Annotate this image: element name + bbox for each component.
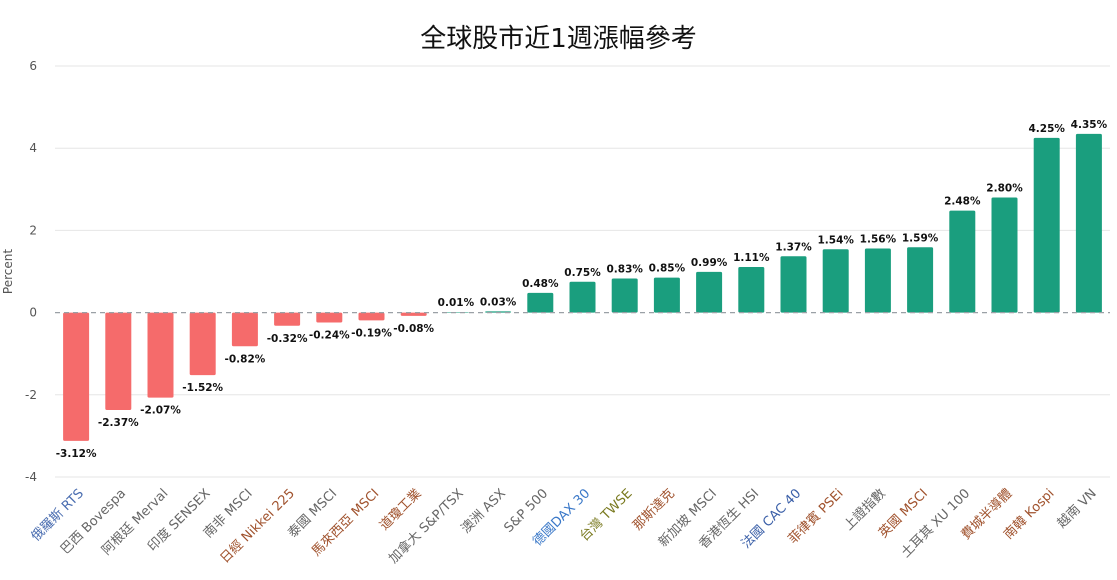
x-category-label: 澳洲 ASX — [458, 485, 509, 536]
bar — [864, 248, 891, 313]
data-label: 0.75% — [564, 267, 601, 279]
bar — [400, 312, 427, 316]
data-label: 1.37% — [775, 241, 812, 253]
y-tick-label: 6 — [29, 59, 37, 73]
x-category-label: 日經 Nikkei 225 — [218, 486, 298, 566]
y-tick-label: -2 — [25, 388, 37, 402]
data-label: 0.99% — [691, 257, 728, 269]
data-label: 0.85% — [649, 263, 686, 275]
bar — [949, 210, 976, 313]
chart-title: 全球股市近1週漲幅參考 — [420, 24, 697, 54]
data-label: 1.56% — [860, 233, 897, 245]
bar — [780, 256, 807, 313]
bar — [147, 312, 174, 398]
data-label: -2.37% — [98, 417, 139, 429]
data-label: -0.19% — [351, 327, 392, 339]
data-label: 0.48% — [522, 278, 559, 290]
data-label: 2.80% — [986, 183, 1023, 195]
data-label: 0.03% — [480, 296, 517, 308]
bar — [274, 312, 301, 326]
bar — [653, 277, 680, 313]
bar — [63, 312, 90, 441]
bar — [738, 266, 765, 313]
bar — [569, 281, 596, 313]
data-label: 0.83% — [606, 263, 643, 275]
y-tick-label: 4 — [29, 141, 37, 155]
bar — [991, 197, 1018, 313]
data-label: 4.25% — [1028, 123, 1065, 135]
data-label: -1.52% — [182, 382, 223, 394]
data-label: 1.59% — [902, 232, 939, 244]
x-category-label: 加拿大 S&P/TSX — [386, 485, 467, 566]
y-tick-label: -4 — [25, 470, 37, 484]
data-label: 2.48% — [944, 196, 981, 208]
bar — [907, 247, 934, 313]
bar — [1033, 137, 1060, 313]
bar — [316, 312, 343, 323]
data-label: 4.35% — [1071, 119, 1108, 131]
data-label: 1.54% — [817, 234, 854, 246]
bar — [189, 312, 216, 376]
bar — [611, 278, 638, 313]
data-label: -0.08% — [393, 323, 434, 335]
bar — [358, 312, 385, 321]
data-label: -0.82% — [225, 353, 266, 365]
data-label: 1.11% — [733, 252, 770, 264]
bar — [231, 312, 258, 347]
y-tick-label: 2 — [29, 223, 37, 237]
y-axis-label: Percent — [1, 249, 15, 294]
data-label: -3.12% — [56, 448, 97, 460]
data-label: 0.01% — [438, 297, 475, 309]
y-tick-label: 0 — [29, 306, 37, 320]
data-label: -0.24% — [309, 329, 350, 341]
bar — [696, 271, 723, 313]
data-label: -0.32% — [267, 333, 308, 345]
bar — [1075, 133, 1102, 313]
bar — [527, 292, 554, 313]
x-category-label: 越南 VN — [1054, 486, 1100, 532]
data-label: -2.07% — [140, 405, 181, 417]
bar — [105, 312, 132, 411]
bar — [822, 249, 849, 313]
